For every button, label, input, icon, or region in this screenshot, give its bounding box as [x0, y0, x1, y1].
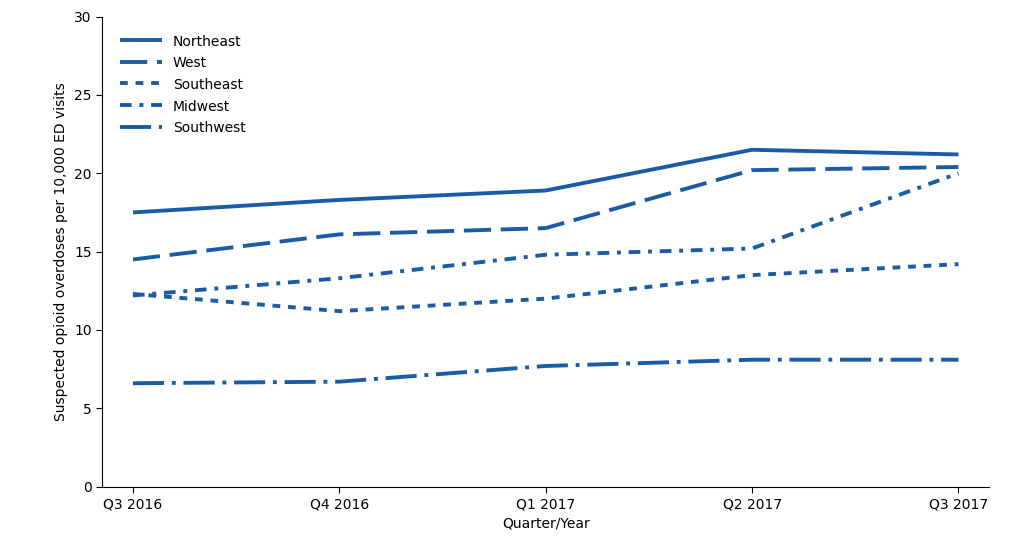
West: [333, 231, 345, 238]
Y-axis label: Suspected opioid overdoses per 10,000 ED visits: Suspected opioid overdoses per 10,000 ED…: [54, 82, 68, 421]
Northeast: [952, 151, 964, 158]
Midwest: [952, 170, 964, 176]
Southwest: [952, 357, 964, 363]
X-axis label: Quarter/Year: Quarter/Year: [501, 517, 589, 531]
Southwest: [333, 378, 345, 385]
Northeast: [333, 197, 345, 204]
Legend: Northeast, West, Southeast, Midwest, Southwest: Northeast, West, Southeast, Midwest, Sou…: [109, 24, 257, 147]
Line: Midwest: Midwest: [132, 173, 958, 295]
Line: Northeast: Northeast: [132, 150, 958, 212]
Southwest: [745, 357, 757, 363]
Southeast: [952, 261, 964, 268]
Midwest: [333, 275, 345, 281]
Northeast: [126, 209, 139, 216]
Midwest: [745, 245, 757, 252]
Line: Southeast: Southeast: [132, 264, 958, 311]
Line: West: West: [132, 167, 958, 259]
Northeast: [745, 147, 757, 153]
West: [952, 164, 964, 170]
Southeast: [333, 308, 345, 315]
Northeast: [539, 187, 551, 194]
West: [126, 256, 139, 263]
Southwest: [539, 363, 551, 369]
Southeast: [126, 291, 139, 298]
West: [745, 167, 757, 174]
Southeast: [539, 295, 551, 302]
Southeast: [745, 272, 757, 279]
Midwest: [539, 252, 551, 258]
West: [539, 225, 551, 232]
Southwest: [126, 380, 139, 387]
Line: Southwest: Southwest: [132, 360, 958, 383]
Midwest: [126, 292, 139, 299]
